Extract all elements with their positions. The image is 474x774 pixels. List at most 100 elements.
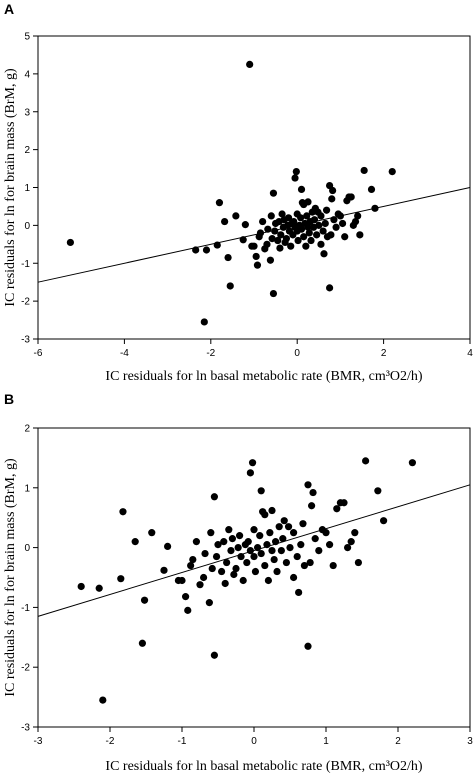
data-point	[304, 642, 312, 650]
data-point	[304, 198, 312, 206]
data-point	[201, 549, 209, 558]
y-tick-label: 2	[24, 145, 30, 156]
data-point	[295, 588, 303, 597]
data-point	[268, 506, 276, 515]
data-point	[310, 216, 319, 224]
x-tick-label: 0	[294, 348, 300, 359]
data-point	[227, 546, 235, 555]
data-point	[263, 541, 271, 549]
panel-letter: A	[4, 1, 14, 17]
data-point	[269, 289, 278, 298]
x-tick-label: 2	[395, 736, 401, 747]
x-tick-label: -4	[120, 348, 129, 359]
data-point	[320, 250, 328, 258]
data-point	[272, 538, 280, 546]
data-point	[273, 567, 281, 576]
data-point	[297, 541, 305, 549]
data-point	[315, 546, 323, 555]
data-point	[280, 517, 288, 525]
data-point	[230, 570, 238, 579]
data-point	[236, 532, 244, 540]
data-point	[246, 546, 254, 555]
data-point	[138, 639, 146, 647]
data-point	[304, 481, 312, 489]
data-point	[259, 217, 267, 226]
data-point	[305, 229, 313, 237]
y-axis-title: IC residuals for ln for brain mass (BrM,…	[3, 68, 18, 307]
x-tick-label: 3	[467, 736, 473, 747]
data-point	[408, 459, 416, 467]
y-tick-label: 0	[24, 543, 30, 554]
data-point	[261, 561, 269, 570]
data-point	[210, 651, 218, 659]
x-axis-title: IC residuals for ln basal metabolic rate…	[105, 369, 423, 384]
data-point	[257, 487, 265, 495]
data-point	[351, 217, 360, 226]
data-point	[311, 535, 319, 543]
regression-line	[37, 484, 471, 617]
data-point	[239, 236, 247, 244]
data-point	[269, 189, 278, 197]
data-point	[214, 541, 222, 549]
data-point	[290, 573, 298, 582]
data-point	[328, 195, 336, 203]
data-point	[347, 538, 355, 546]
data-point	[224, 253, 232, 262]
data-point	[234, 544, 242, 552]
data-point	[329, 561, 337, 570]
data-point	[367, 185, 376, 193]
data-point	[164, 542, 172, 551]
data-point	[341, 233, 349, 241]
data-point	[237, 552, 245, 561]
data-point	[321, 219, 329, 228]
data-point	[160, 566, 168, 574]
data-point	[246, 469, 254, 477]
data-point	[187, 561, 195, 570]
data-point	[309, 488, 317, 497]
x-tick-label: 2	[381, 348, 387, 359]
data-point	[228, 535, 236, 543]
data-point	[189, 555, 197, 564]
data-point	[202, 246, 211, 254]
data-point	[340, 499, 348, 507]
x-tick-label: -1	[178, 736, 187, 747]
data-point	[225, 526, 233, 534]
data-point	[275, 523, 283, 531]
data-point	[317, 240, 325, 248]
data-point	[306, 558, 314, 567]
data-point	[250, 526, 258, 534]
data-point	[319, 227, 327, 235]
y-tick-label: -3	[21, 723, 30, 734]
data-point	[218, 567, 226, 576]
data-point	[196, 581, 204, 589]
data-point	[221, 579, 229, 588]
data-point	[308, 502, 316, 510]
data-point	[221, 217, 229, 226]
data-point	[313, 231, 321, 239]
data-point	[347, 193, 355, 201]
y-tick-label: 1	[24, 183, 30, 194]
data-point	[212, 552, 221, 561]
data-point	[256, 532, 264, 540]
data-point	[284, 214, 293, 222]
x-tick-label: 4	[467, 348, 473, 359]
data-point	[140, 596, 149, 604]
data-point	[250, 552, 258, 561]
data-point	[95, 584, 103, 592]
chart-panel-a: A -6 -4 -2 0 2 4 -3 -2 -1 0 1 2 3 4 5 IC residuals for l…	[3, 1, 473, 384]
data-point	[338, 219, 347, 228]
data-point	[192, 246, 200, 254]
panel-letter: B	[4, 391, 14, 407]
data-point	[266, 529, 274, 537]
plot-frame	[37, 427, 471, 728]
data-point	[192, 538, 200, 546]
data-point	[332, 223, 340, 231]
y-tick-label: -1	[21, 603, 30, 614]
y-tick-label: -2	[21, 663, 30, 674]
data-point	[290, 217, 298, 226]
data-point	[282, 235, 290, 243]
data-point	[117, 575, 125, 583]
data-point	[251, 567, 260, 576]
data-point	[271, 227, 279, 235]
data-point	[330, 216, 338, 224]
